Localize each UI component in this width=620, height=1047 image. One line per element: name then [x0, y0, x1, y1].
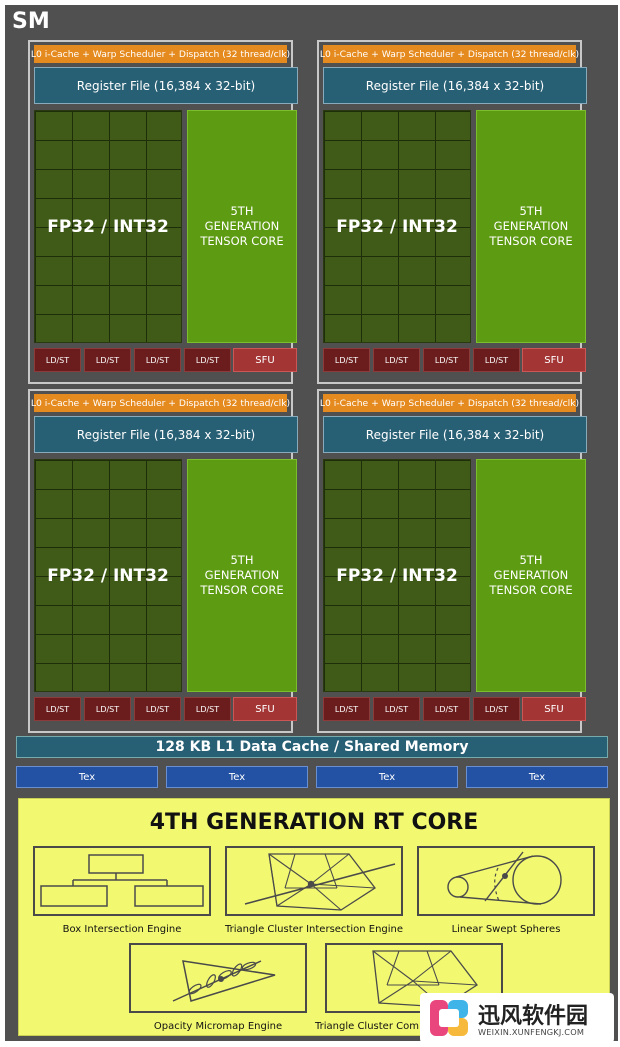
processing-block: L0 i-Cache + Warp Scheduler + Dispatch (… [28, 389, 298, 733]
tex-unit: Tex [316, 766, 458, 788]
processing-block: L0 i-Cache + Warp Scheduler + Dispatch (… [317, 389, 587, 733]
ldst-unit: LD/ST [423, 697, 470, 721]
engine-frame [417, 846, 595, 916]
engine-frame [33, 846, 211, 916]
tensor-core-label: GENERATION [204, 219, 280, 233]
tensor-core-label: 5TH [519, 553, 543, 567]
processing-block: L0 i-Cache + Warp Scheduler + Dispatch (… [28, 40, 298, 384]
tensor-core: 5TH GENERATION TENSOR CORE [187, 110, 297, 343]
l1-data-cache: 128 KB L1 Data Cache / Shared Memory [16, 736, 608, 758]
tensor-core: 5TH GENERATION TENSOR CORE [476, 459, 586, 692]
rt-core-title: 4TH GENERATION RT CORE [149, 810, 479, 835]
xunfeng-logo-icon [430, 1000, 468, 1036]
engine-label: Linear Swept Spheres [451, 924, 561, 935]
ldst-unit: LD/ST [134, 348, 181, 372]
ldst-unit: LD/ST [184, 697, 231, 721]
tensor-core-label: GENERATION [493, 219, 569, 233]
fp32-int32-cores: FP32 / INT32 [34, 110, 182, 343]
tensor-core-label: TENSOR CORE [200, 583, 284, 597]
fp-label: FP32 / INT32 [47, 565, 169, 586]
sm-block: SM L0 i-Cache + Warp Scheduler + Dispatc… [5, 5, 618, 1041]
tensor-core-label: TENSOR CORE [200, 234, 284, 248]
swept-sphere-icon [447, 851, 562, 905]
linear-swept-spheres: Linear Swept Spheres [417, 846, 595, 936]
register-file: Register File (16,384 x 32-bit) [34, 67, 298, 104]
engine-frame [225, 846, 403, 916]
ldst-unit: LD/ST [473, 348, 520, 372]
tensor-core-label: 5TH [230, 553, 254, 567]
fp-label: FP32 / INT32 [336, 565, 458, 586]
tex-unit: Tex [166, 766, 308, 788]
register-file: Register File (16,384 x 32-bit) [34, 416, 298, 453]
ldst-unit: LD/ST [323, 697, 370, 721]
engine-label: Triangle Cluster Com [315, 1021, 419, 1032]
leaf-triangle-icon [172, 960, 276, 1002]
engine-frame [325, 943, 503, 1013]
fp32-int32-cores: FP32 / INT32 [323, 459, 471, 692]
watermark: 迅风软件园 WEIXIN.XUNFENGKJ.COM [420, 993, 614, 1043]
tex-unit: Tex [466, 766, 608, 788]
triangle-cluster-intersection-engine: Triangle Cluster Intersection Engine [225, 846, 403, 936]
ldst-unit: LD/ST [34, 697, 81, 721]
warp-scheduler: L0 i-Cache + Warp Scheduler + Dispatch (… [320, 394, 579, 412]
ldst-unit: LD/ST [473, 697, 520, 721]
fp-label: FP32 / INT32 [336, 216, 458, 237]
engine-label: Triangle Cluster Intersection Engine [224, 924, 404, 935]
warp-scheduler: L0 i-Cache + Warp Scheduler + Dispatch (… [320, 45, 579, 63]
sm-title: SM [12, 9, 50, 34]
fp32-int32-cores: FP32 / INT32 [34, 459, 182, 692]
tensor-core-label: 5TH [230, 204, 254, 218]
opacity-micromap-engine: Opacity Micromap Engine [129, 943, 307, 1033]
box-intersection-engine: Box Intersection Engine [33, 846, 211, 936]
fp-label: FP32 / INT32 [47, 216, 169, 237]
triangle-cluster-compression-engine: Triangle Cluster Com [315, 943, 503, 1033]
fp32-int32-cores: FP32 / INT32 [323, 110, 471, 343]
ldst-unit: LD/ST [423, 348, 470, 372]
sfu-unit: SFU [522, 697, 586, 721]
watermark-url: WEIXIN.XUNFENGKJ.COM [478, 1027, 585, 1037]
ldst-unit: LD/ST [34, 348, 81, 372]
tensor-core-label: TENSOR CORE [489, 234, 573, 248]
tensor-core-label: GENERATION [204, 568, 280, 582]
engine-label: Opacity Micromap Engine [153, 1021, 283, 1032]
sfu-unit: SFU [233, 348, 297, 372]
engine-label: Box Intersection Engine [62, 924, 182, 935]
box-hierarchy-icon [40, 854, 204, 907]
ldst-unit: LD/ST [84, 348, 131, 372]
warp-scheduler: L0 i-Cache + Warp Scheduler + Dispatch (… [31, 394, 290, 412]
tensor-core: 5TH GENERATION TENSOR CORE [187, 459, 297, 692]
rt-core: 4TH GENERATION RT CORE Box Intersection … [18, 798, 610, 1036]
sfu-unit: SFU [233, 697, 297, 721]
ldst-unit: LD/ST [84, 697, 131, 721]
watermark-name: 迅风软件园 [478, 1004, 589, 1029]
ldst-unit: LD/ST [184, 348, 231, 372]
ldst-unit: LD/ST [373, 697, 420, 721]
ldst-unit: LD/ST [323, 348, 370, 372]
sfu-unit: SFU [522, 348, 586, 372]
ldst-unit: LD/ST [373, 348, 420, 372]
processing-block: L0 i-Cache + Warp Scheduler + Dispatch (… [317, 40, 587, 384]
tensor-core-label: TENSOR CORE [489, 583, 573, 597]
triangle-mesh-ray-icon [244, 853, 396, 911]
register-file: Register File (16,384 x 32-bit) [323, 416, 587, 453]
ldst-unit: LD/ST [134, 697, 181, 721]
tex-unit: Tex [16, 766, 158, 788]
tensor-core-label: GENERATION [493, 568, 569, 582]
register-file: Register File (16,384 x 32-bit) [323, 67, 587, 104]
warp-scheduler: L0 i-Cache + Warp Scheduler + Dispatch (… [31, 45, 290, 63]
tensor-core-label: 5TH [519, 204, 543, 218]
tensor-core: 5TH GENERATION TENSOR CORE [476, 110, 586, 343]
engine-frame [129, 943, 307, 1013]
